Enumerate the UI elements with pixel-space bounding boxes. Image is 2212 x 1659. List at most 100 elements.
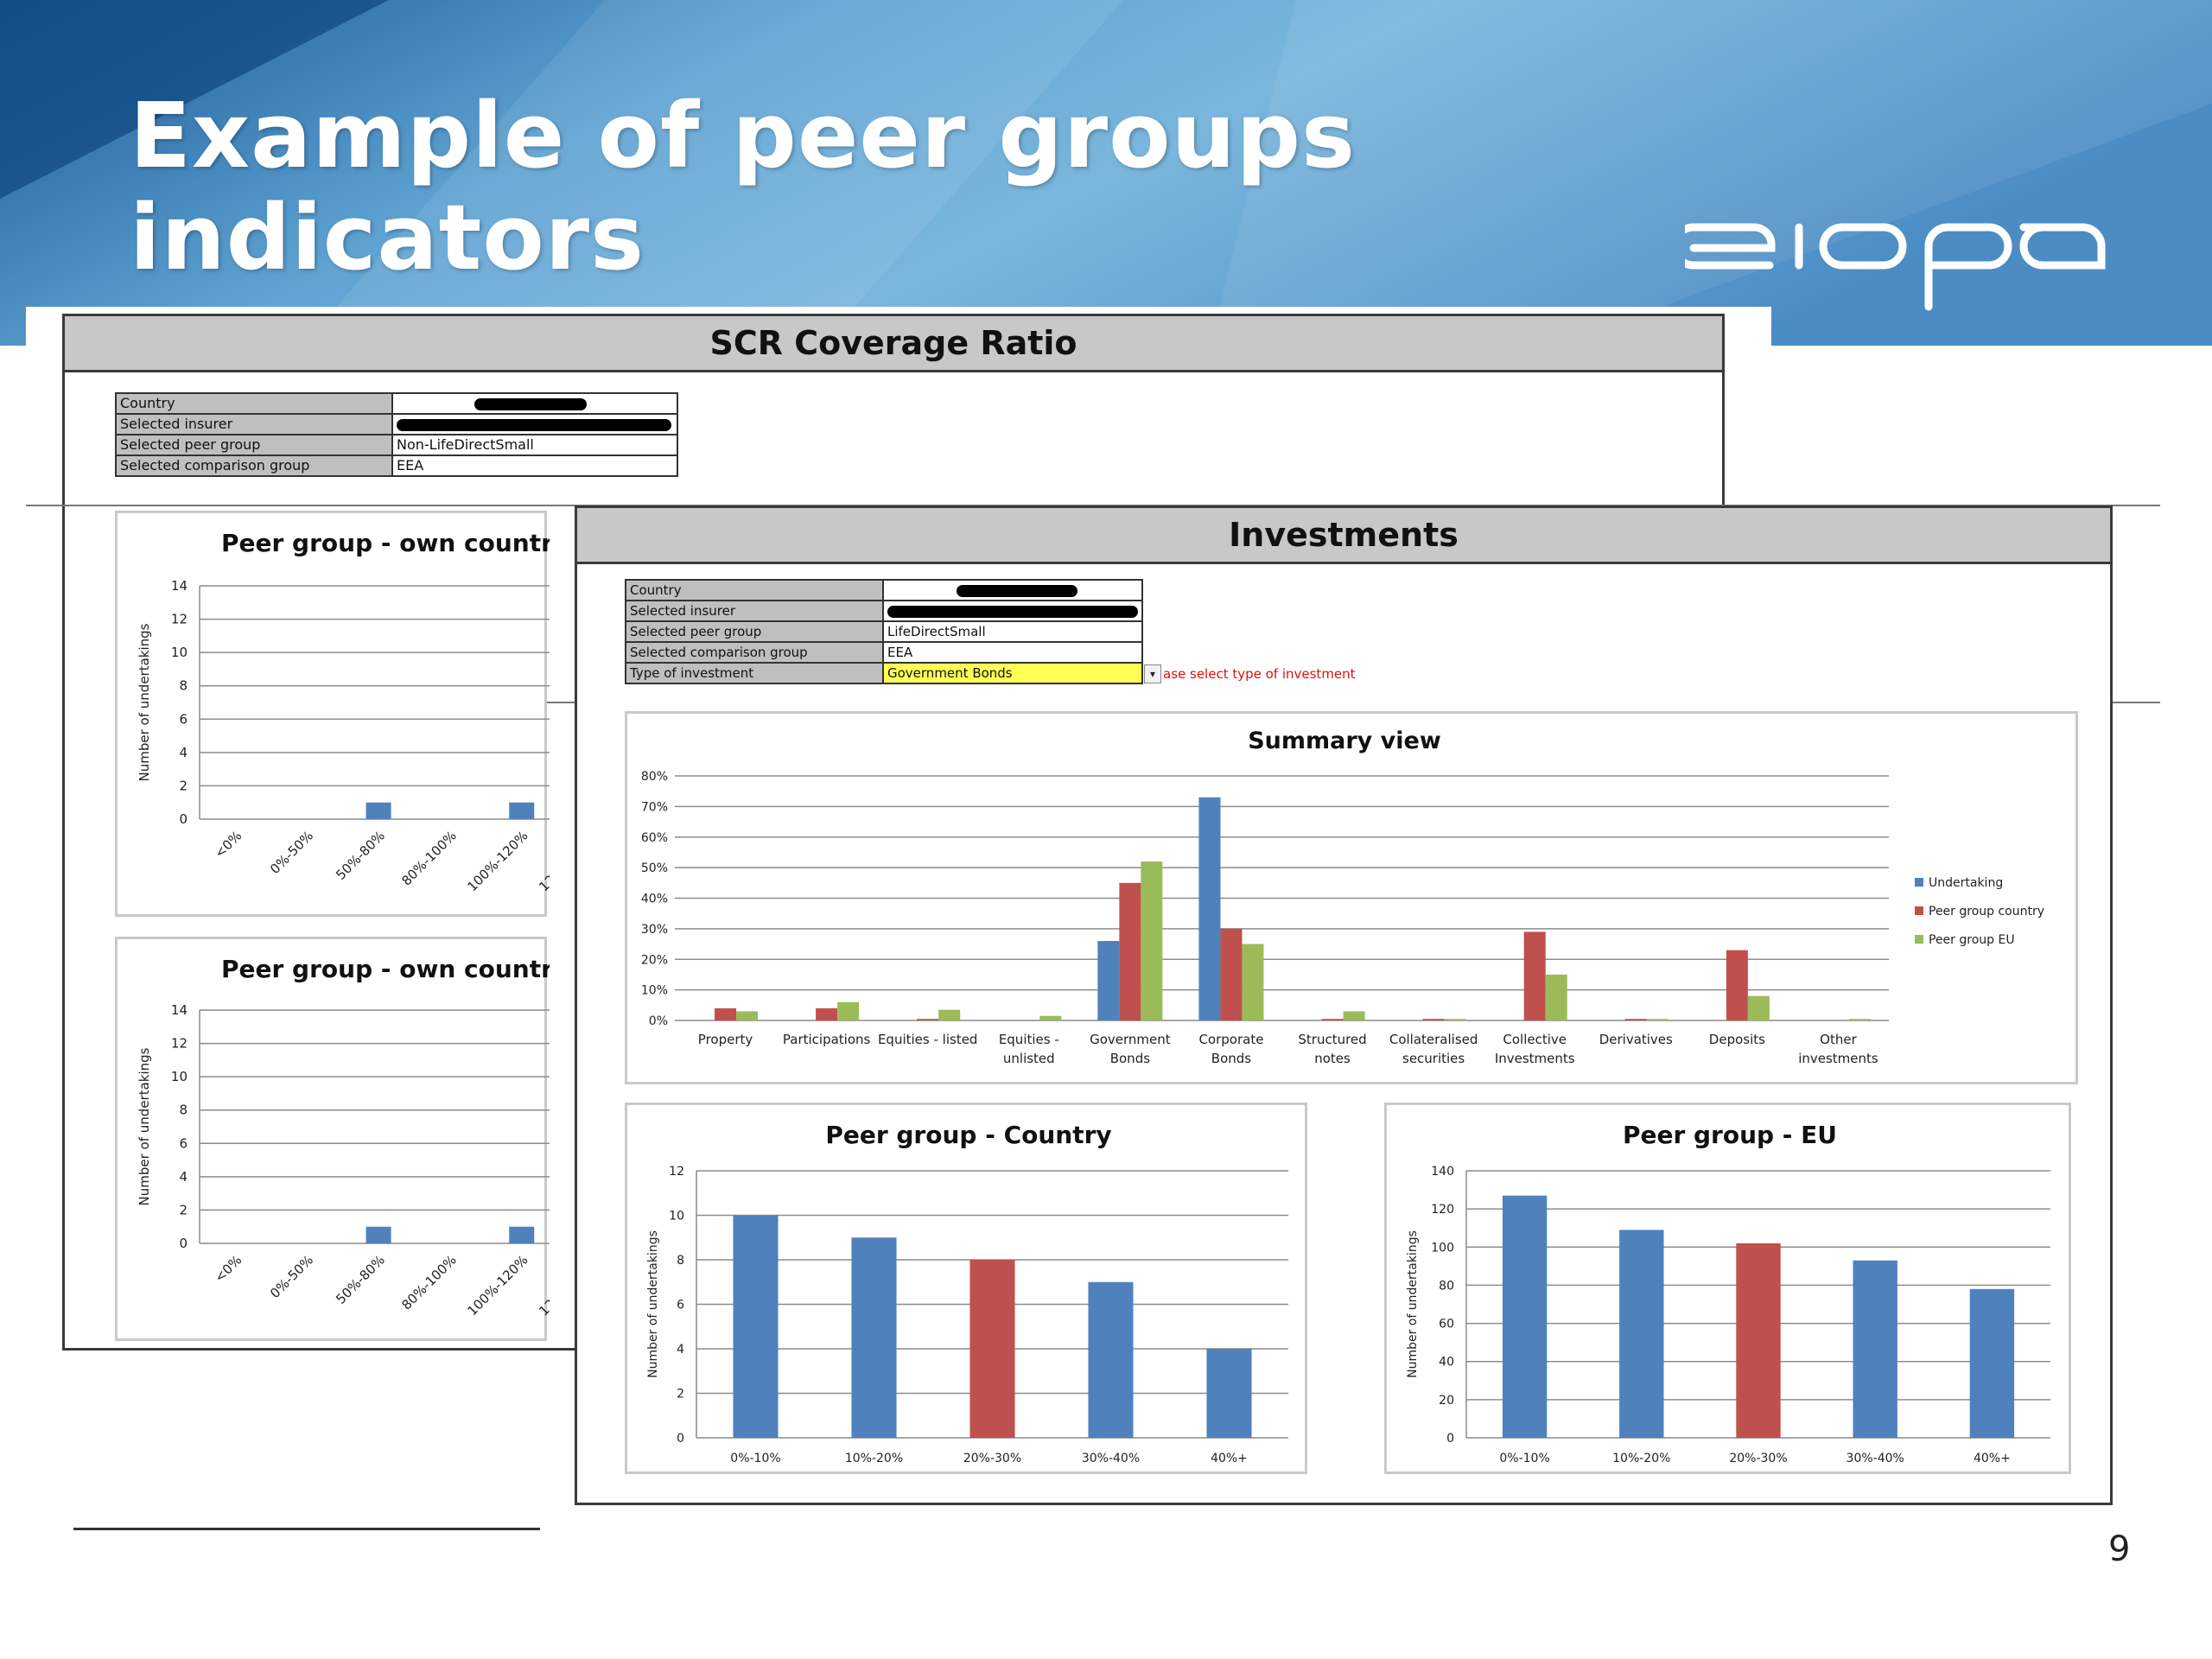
bar <box>365 1226 391 1243</box>
row-label: Country <box>625 579 884 601</box>
y-tick-label: 6 <box>179 711 188 727</box>
y-tick-label: 0 <box>1446 1432 1454 1446</box>
divider-line <box>73 1528 540 1530</box>
bar <box>938 1009 961 1020</box>
inv-row-insurer: Selected insurer <box>625 600 1143 622</box>
x-tick-label: 0%-50% <box>267 828 316 877</box>
x-tick-label: Other <box>1820 1032 1857 1047</box>
chart-scr-own-country-1: Peer group - own country 0 2 4 6 8 10 12 14 Numbe… <box>115 511 550 917</box>
bar <box>1545 974 1567 1020</box>
redacted-value <box>882 600 1143 622</box>
y-axis-label: Number of undertakings <box>1406 1230 1420 1378</box>
y-tick-label: 4 <box>179 1169 188 1185</box>
bar <box>1198 797 1221 1020</box>
y-tick-label: 10% <box>641 984 668 998</box>
x-tick-label: 20%-30% <box>963 1452 1021 1465</box>
row-value: EEA <box>882 641 1143 664</box>
legend-label: Peer group country <box>1929 905 2044 918</box>
bar <box>1646 1019 1669 1020</box>
bar <box>1853 1260 1897 1438</box>
x-tick-label: Government <box>1090 1032 1171 1047</box>
bar <box>1747 995 1770 1020</box>
dropdown-arrow-icon[interactable]: ▾ <box>1144 664 1161 683</box>
x-tick-label: Collective <box>1503 1032 1567 1047</box>
y-axis-label: Number of undertakings <box>137 1047 152 1205</box>
bar <box>1726 950 1748 1020</box>
y-tick-label: 6 <box>179 1135 188 1151</box>
x-tick-label: Bonds <box>1110 1051 1150 1066</box>
y-tick-label: 10 <box>171 1069 188 1084</box>
slide-title-line-2: indicators <box>130 185 645 290</box>
redacted-value <box>882 579 1143 601</box>
y-tick-label: 2 <box>179 1202 188 1217</box>
chart-scr-own-country-2: Peer group - own country 0 2 4 6 8 10 12 14 Numbe… <box>115 937 550 1341</box>
y-tick-label: 120 <box>1431 1203 1454 1217</box>
x-tick-label: Property <box>698 1032 753 1047</box>
bar <box>715 1007 737 1020</box>
inv-row-investment-type[interactable]: Type of investment Government Bonds <box>625 662 1143 684</box>
investment-type-select[interactable]: Government Bonds <box>882 662 1143 684</box>
x-tick-label: 30%-40% <box>1847 1452 1904 1465</box>
select-investment-hint: ase select type of investment <box>1163 666 1356 682</box>
y-tick-label: 20 <box>1439 1394 1454 1408</box>
x-tick-label: Bonds <box>1211 1051 1251 1066</box>
legend-swatch <box>1915 906 1923 915</box>
y-tick-label: 60% <box>641 831 668 845</box>
slide-title: Example of peer groups indicators <box>130 85 1356 289</box>
row-value: EEA <box>391 454 678 477</box>
scr-row-peer-group: Selected peer group Non-LifeDirectSmall <box>115 434 678 456</box>
page-number: 9 <box>2108 1529 2131 1569</box>
eiopa-logo-text: eiopa <box>1685 194 1688 195</box>
chart-peer-country-svg: Peer group - Country 0 2 4 6 8 10 12 Number of u… <box>646 1121 1288 1465</box>
y-tick-label: 4 <box>677 1343 684 1357</box>
chart-scr-own-country-1-svg: Peer group - own country 0 2 4 6 8 10 12 14 Numbe… <box>137 529 550 894</box>
bar <box>969 1260 1015 1438</box>
y-tick-label: 0 <box>677 1432 684 1446</box>
row-label: Type of investment <box>625 662 884 684</box>
x-tick-label: Deposits <box>1709 1032 1765 1047</box>
bar <box>1502 1195 1548 1438</box>
x-tick-label: 0%-10% <box>730 1452 780 1465</box>
investments-panel-title: Investments <box>577 508 2110 564</box>
x-tick-label: <0% <box>212 1252 245 1285</box>
x-tick-label: 0%-50% <box>267 1252 316 1301</box>
inv-row-country: Country <box>625 579 1143 601</box>
x-tick-label: Collateralised <box>1389 1032 1478 1047</box>
row-label: Selected insurer <box>115 413 393 435</box>
bar <box>365 802 391 819</box>
scr-selection-table: Country Selected insurer Selected peer g… <box>115 392 678 477</box>
y-tick-label: 8 <box>677 1254 684 1268</box>
y-tick-label: 60 <box>1439 1318 1454 1332</box>
chart-title: Peer group - EU <box>1623 1121 1837 1149</box>
x-tick-label: 100%-120% <box>464 1252 531 1319</box>
scr-row-insurer: Selected insurer <box>115 413 678 435</box>
x-tick-label: 80%-100% <box>398 828 459 888</box>
row-value: Non-LifeDirectSmall <box>391 434 678 456</box>
x-tick-label: 50%-80% <box>333 1252 388 1307</box>
row-label: Selected comparison group <box>625 641 884 664</box>
x-tick-label: 100%-120% <box>464 828 531 894</box>
y-tick-label: 0 <box>179 1236 188 1251</box>
x-tick-label: 120%-150% <box>536 828 550 894</box>
x-tick-label: 80%-100% <box>398 1252 459 1313</box>
redacted-value <box>391 413 678 435</box>
investments-panel: Investments Country Selected insurer Sel… <box>575 505 2113 1505</box>
x-tick-label: 0%-10% <box>1499 1452 1549 1465</box>
slide-title-line-1: Example of peer groups <box>130 83 1356 188</box>
row-label: Country <box>115 392 393 415</box>
y-axis-label: Number of undertakings <box>137 623 152 781</box>
x-tick-label: Corporate <box>1198 1032 1263 1047</box>
y-tick-label: 10 <box>669 1210 684 1224</box>
bar <box>1619 1230 1664 1438</box>
y-tick-label: 8 <box>179 1103 188 1118</box>
investments-selection-table: Country Selected insurer Selected peer g… <box>625 579 1143 684</box>
x-tick-label: Investments <box>1495 1051 1575 1066</box>
bar <box>1736 1243 1781 1438</box>
legend-label: Undertaking <box>1929 876 2003 890</box>
bar <box>509 802 535 819</box>
chart-peer-country: Peer group - Country 0 2 4 6 8 10 12 Number of u… <box>625 1103 1307 1474</box>
x-tick-label: notes <box>1314 1051 1351 1066</box>
y-tick-label: 50% <box>641 861 668 875</box>
eiopa-logo: eiopa <box>1685 194 2106 311</box>
y-tick-label: 2 <box>677 1388 684 1402</box>
